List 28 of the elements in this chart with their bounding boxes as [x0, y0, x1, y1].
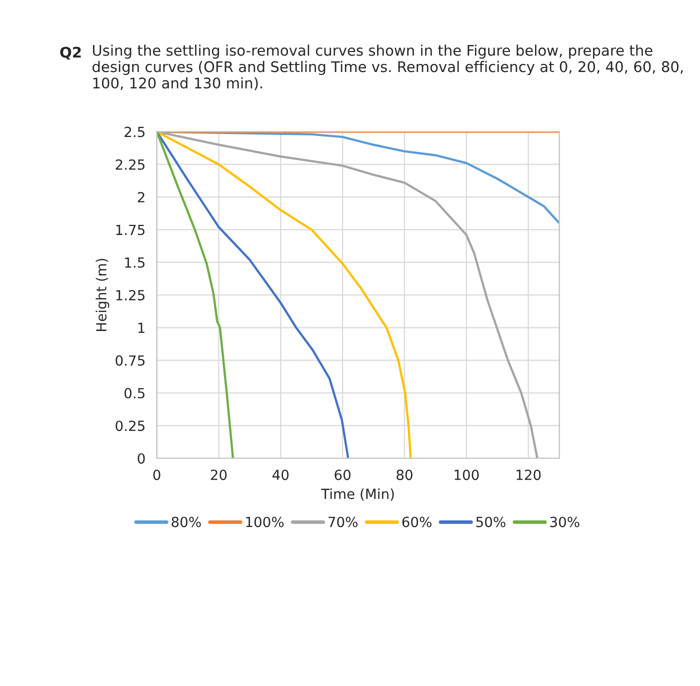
y-axis-title: Height (m) — [96, 258, 110, 331]
y-tick-label: 0.75 — [116, 355, 144, 366]
x-axis-title: Time (Min) — [321, 488, 394, 501]
y-tick-label: 0.5 — [124, 388, 144, 398]
y-tick-label: 1.5 — [125, 257, 144, 268]
y-tick-label: 1.25 — [116, 290, 144, 300]
legend-label: 100% — [246, 516, 284, 528]
x-tick-label: 40 — [272, 470, 289, 480]
legend-label: 60% — [402, 516, 432, 528]
y-tick-label: 2.25 — [116, 159, 144, 170]
y-tick-label: 2 — [138, 192, 144, 202]
x-tick-label: 0 — [153, 470, 160, 480]
x-tick-label: 80 — [396, 470, 412, 480]
y-tick-label: 1 — [138, 322, 144, 333]
chart-title: Using the settling iso-removal curves shown in the Figure below, prepare the design curves (OFR and Settling Time vs. Removal efficiency at 0, 20, 40, 60, 80, 100, 120 and 130 min). — [92, 44, 683, 90]
y-tick-label: 0.25 — [116, 420, 144, 432]
x-tick-label: 20 — [210, 470, 227, 480]
legend-label: 30% — [550, 516, 580, 528]
x-tick-label: 60 — [334, 470, 350, 480]
legend-label: 70% — [328, 516, 358, 528]
y-tick-label: 1.75 — [116, 224, 144, 236]
y-tick-label: 0 — [138, 453, 145, 464]
text: Q2 — [60, 46, 81, 60]
legend-label: 80% — [172, 516, 201, 528]
x-tick-label: 120 — [516, 470, 541, 480]
x-tick-label: 100 — [454, 470, 479, 480]
legend-label: 50% — [476, 516, 506, 528]
y-tick-label: 2.5 — [124, 126, 144, 138]
